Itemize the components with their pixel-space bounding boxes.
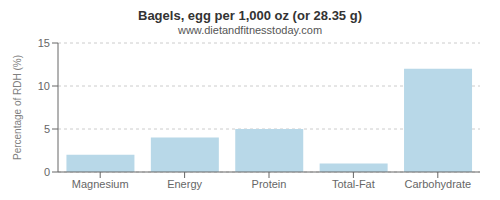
svg-text:Magnesium: Magnesium: [72, 178, 129, 190]
svg-text:Carbohydrate: Carbohydrate: [404, 178, 471, 190]
html-text:Bagels, egg per 1,000 oz (or 2: Bagels, egg per 1,000 oz (or 28.35 g): [138, 8, 362, 23]
svg-text:Energy: Energy: [167, 178, 202, 190]
svg-text:Percentage of RDH (%): Percentage of RDH (%): [12, 55, 23, 160]
svg-text:Protein: Protein: [252, 178, 287, 190]
svg-text:15: 15: [38, 37, 50, 49]
svg-text:10: 10: [38, 80, 50, 92]
svg-text:0: 0: [44, 166, 50, 178]
svg-text:5: 5: [44, 123, 50, 135]
svg-text:Total-Fat: Total-Fat: [332, 178, 375, 190]
html-text:www.dietandfitnesstoday.com: www.dietandfitnesstoday.com: [178, 24, 322, 36]
